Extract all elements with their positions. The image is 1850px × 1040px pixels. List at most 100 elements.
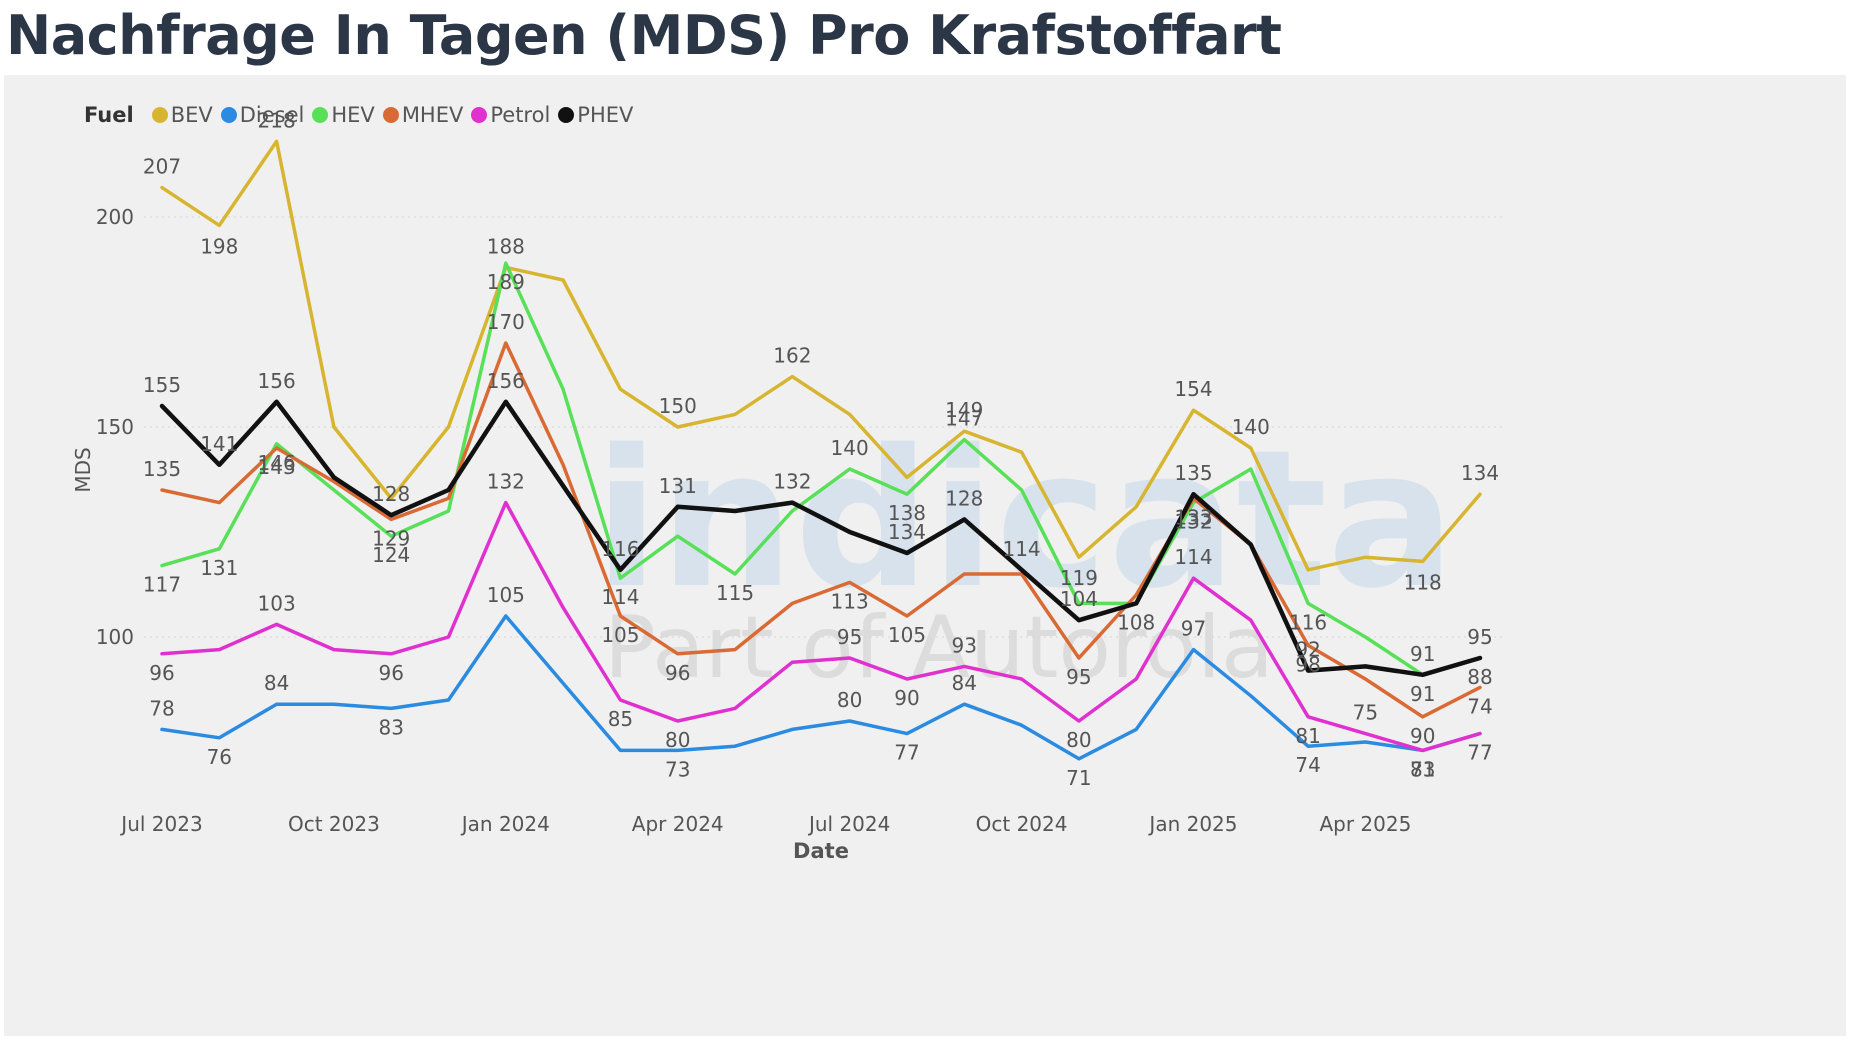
y-tick-label: 150 [96, 415, 134, 439]
legend-label: Petrol [490, 103, 551, 127]
data-label-hev: 146 [258, 451, 296, 475]
legend-item-diesel[interactable]: Diesel [220, 103, 305, 127]
legend-item-bev[interactable]: BEV [151, 103, 213, 127]
x-tick-label: Jul 2024 [807, 812, 890, 836]
data-label-petrol: 114 [1174, 545, 1212, 569]
page-title: Nachfrage In Tagen (MDS) Pro Krafstoffar… [6, 4, 1282, 67]
data-label-mhev: 170 [487, 310, 525, 334]
data-label-petrol: 95 [837, 625, 862, 649]
legend-label: HEV [331, 103, 375, 127]
data-label-hev: 114 [601, 585, 639, 609]
data-label-hev: 108 [1117, 610, 1155, 634]
data-label-phev: 104 [1060, 587, 1098, 611]
data-label-diesel: 83 [378, 715, 403, 739]
x-tick-label: Jan 2025 [1147, 812, 1237, 836]
data-label-diesel: 105 [487, 583, 525, 607]
data-label-phev: 141 [200, 432, 238, 456]
legend-item-phev[interactable]: PHEV [558, 103, 633, 127]
data-label-phev: 128 [945, 486, 983, 510]
x-tick-label: Oct 2024 [976, 812, 1068, 836]
legend-swatch-icon [558, 107, 575, 123]
x-tick-label: Jan 2024 [460, 812, 550, 836]
data-label-mhev: 74 [1467, 694, 1492, 718]
data-label-hev: 140 [831, 436, 869, 460]
x-tick-label: Oct 2023 [288, 812, 380, 836]
y-axis-label: MDS [71, 447, 95, 492]
data-label-petrol: 96 [149, 661, 174, 685]
data-label-hev: 88 [1467, 665, 1492, 689]
data-label-phev: 114 [1002, 537, 1040, 561]
data-label-mhev: 98 [1295, 652, 1320, 676]
data-label-mhev: 105 [888, 623, 926, 647]
data-label-petrol: 103 [258, 591, 296, 615]
data-label-diesel: 77 [894, 741, 919, 765]
data-label-bev: 149 [945, 398, 983, 422]
data-label-mhev: 95 [1066, 665, 1091, 689]
data-label-hev: 147 [945, 407, 983, 431]
series-line-phev [159, 399, 1483, 678]
legend-swatch-icon [312, 107, 329, 123]
x-tick-label: Apr 2024 [632, 812, 724, 836]
data-label-phev: 156 [258, 369, 296, 393]
data-label-hev: 91 [1410, 682, 1435, 706]
data-label-bev: 198 [200, 234, 238, 258]
data-label-phev: 134 [888, 520, 926, 544]
data-label-mhev: 133 [1174, 505, 1212, 529]
data-label-phev: 135 [1174, 461, 1212, 485]
data-label-bev: 207 [143, 155, 181, 179]
data-label-mhev: 105 [601, 623, 639, 647]
data-label-diesel: 71 [1066, 766, 1091, 790]
legend: Fuel BEV Diesel HEV MHEV Petrol PHEV [84, 103, 641, 127]
data-label-phev: 95 [1467, 625, 1492, 649]
data-label-bev: 140 [1232, 415, 1270, 439]
legend-label: BEV [170, 103, 213, 127]
line-chart: 100 150 200 MDS Jul 2023 Oct 2023 Jan 2024 Apr … [71, 108, 1504, 863]
data-label-petrol: 93 [952, 633, 977, 657]
data-label-phev: 156 [487, 369, 525, 393]
x-axis-label: Date [793, 839, 849, 863]
data-label-hev: 132 [1174, 510, 1212, 534]
data-label-petrol: 132 [487, 470, 525, 494]
data-label-phev: 116 [601, 537, 639, 561]
data-label-hev: 117 [143, 573, 181, 597]
legend-swatch-icon [382, 107, 399, 123]
legend-item-mhev[interactable]: MHEV [382, 103, 463, 127]
data-label-hev: 131 [200, 556, 238, 580]
legend-swatch-icon [471, 107, 488, 123]
data-label-diesel: 78 [149, 696, 174, 720]
series-line-petrol [160, 500, 1482, 753]
data-label-bev: 134 [1461, 461, 1499, 485]
data-label-petrol: 75 [1353, 701, 1378, 725]
series-line-diesel [160, 614, 1482, 761]
data-label-phev: 92 [1295, 638, 1320, 662]
data-label-mhev: 143 [258, 455, 296, 479]
data-label-mhev: 90 [1410, 724, 1435, 748]
data-label-hev: 115 [716, 581, 754, 605]
data-label-diesel: 76 [207, 745, 232, 769]
legend-label: Diesel [239, 103, 305, 127]
data-label-bev: 150 [659, 394, 697, 418]
data-label-mhev: 96 [665, 661, 690, 685]
legend-title: Fuel [84, 103, 134, 127]
data-label-bev: 218 [258, 108, 296, 132]
data-label-mhev: 135 [143, 457, 181, 481]
data-label-bev: 119 [1060, 566, 1098, 590]
y-tick-label: 100 [96, 625, 134, 649]
data-label-bev: 118 [1404, 570, 1442, 594]
data-label-diesel: 97 [1181, 617, 1206, 641]
legend-item-petrol[interactable]: Petrol [471, 103, 550, 127]
data-label-phev: 132 [773, 470, 811, 494]
data-label-phev: 91 [1410, 642, 1435, 666]
data-label-bev: 188 [487, 234, 525, 258]
chart-panel: indicata Part of Autorola 100 150 200 MDS Ju… [4, 75, 1846, 1036]
data-label-diesel: 84 [264, 671, 289, 695]
data-label-hev: 189 [487, 270, 525, 294]
data-label-diesel: 74 [1295, 753, 1320, 777]
data-label-hev: 124 [372, 543, 410, 567]
data-label-phev: 131 [659, 474, 697, 498]
data-label-petrol: 81 [1410, 757, 1435, 781]
data-label-diesel: 84 [952, 671, 977, 695]
legend-item-hev[interactable]: HEV [312, 103, 375, 127]
data-label-diesel: 73 [665, 757, 690, 781]
data-label-hev: 138 [888, 501, 926, 525]
